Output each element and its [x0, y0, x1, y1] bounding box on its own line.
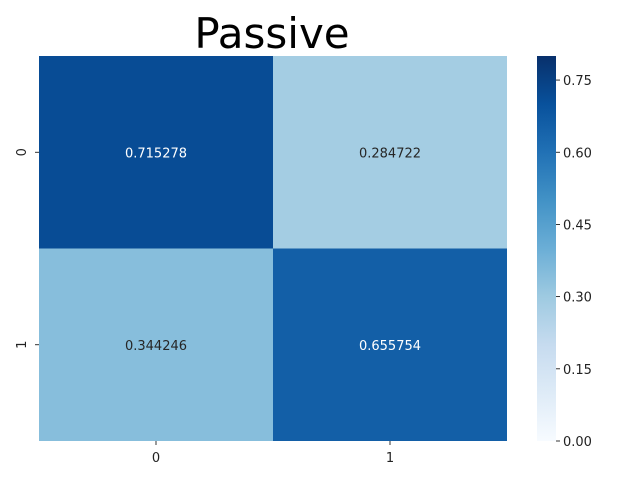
- y-tick-label: 0: [15, 148, 30, 156]
- colorbar-ticks: 0.00 0.15 0.30 0.45 0.60 0.75: [556, 74, 592, 450]
- cell-value-label: 0.344246: [125, 339, 187, 354]
- colorbar-tick-label: 0.45: [563, 218, 592, 233]
- colorbar-tick-label: 0.15: [563, 363, 592, 378]
- y-axis-ticks: 01: [15, 148, 39, 349]
- x-tick-label: 0: [152, 451, 160, 466]
- heatmap-cells: 0.715278 0.284722 0.344246 0.655754: [39, 56, 507, 441]
- colorbar-tick-label: 0.30: [563, 291, 592, 306]
- heatmap-cell: [39, 56, 273, 249]
- y-tick-label: 1: [15, 341, 30, 349]
- chart-title: Passive: [194, 9, 349, 58]
- heatmap-cell: [273, 248, 507, 441]
- cell-value-label: 0.655754: [359, 339, 421, 354]
- cell-value-label: 0.715278: [125, 146, 187, 161]
- heatmap-cell: [39, 248, 273, 441]
- colorbar-tick-label: 0.60: [563, 146, 592, 161]
- colorbar: [537, 56, 556, 441]
- heatmap-cell: [273, 56, 507, 249]
- cell-value-label: 0.284722: [359, 146, 421, 161]
- x-tick-label: 1: [386, 451, 394, 466]
- colorbar-tick-label: 0.75: [563, 74, 592, 89]
- colorbar-tick-label: 0.00: [563, 435, 592, 450]
